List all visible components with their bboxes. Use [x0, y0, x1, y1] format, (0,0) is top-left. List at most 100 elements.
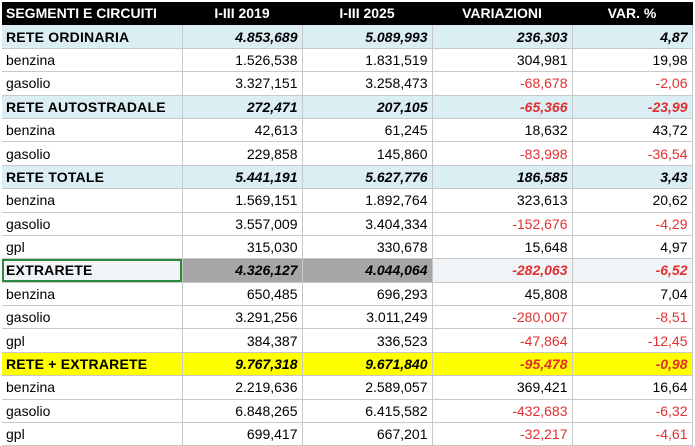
row-label: RETE AUTOSTRADALE	[2, 95, 183, 119]
value-var-pct: -23,99	[572, 95, 693, 119]
value-2025: 3.404,334	[302, 212, 433, 236]
value-variation: -32,217	[432, 422, 573, 446]
value-variation: -152,676	[432, 212, 573, 236]
value-variation: -282,063	[432, 258, 573, 283]
value-2025: 61,245	[302, 118, 433, 143]
value-2025: 145,860	[302, 141, 433, 166]
row-label: gasolio	[2, 71, 183, 96]
value-2025: 6.415,582	[302, 399, 433, 424]
row-label: benzina	[2, 118, 183, 143]
row-label: gasolio	[2, 399, 183, 424]
table-row: gpl 384,387 336,523 -47,864 -12,45	[2, 328, 693, 353]
row-label: gasolio	[2, 212, 183, 236]
table-row: gasolio 3.291,256 3.011,249 -280,007 -8,51	[2, 305, 693, 330]
value-2025: 696,293	[302, 282, 433, 307]
value-var-pct: 4,87	[572, 24, 693, 49]
table-row: gasolio 3.327,151 3.258,473 -68,678 -2,06	[2, 71, 693, 96]
section-row: RETE TOTALE 5.441,191 5.627,776 186,585 3,43	[2, 165, 693, 190]
row-label: RETE + EXTRARETE	[2, 352, 183, 377]
value-var-pct: 20,62	[572, 188, 693, 213]
value-variation: 323,613	[432, 188, 573, 213]
row-label: benzina	[2, 188, 183, 213]
row-label: benzina	[2, 48, 183, 73]
value-var-pct: -4,61	[572, 422, 693, 446]
table-row: benzina 1.569,151 1.892,764 323,613 20,62	[2, 188, 693, 213]
value-2019: 3.291,256	[182, 305, 303, 330]
value-2025: 207,105	[302, 95, 433, 119]
value-var-pct: -6,52	[572, 258, 693, 283]
value-variation: 369,421	[432, 375, 573, 400]
value-2025: 4.044,064	[302, 258, 433, 283]
column-header-var-pct: VAR. %	[572, 2, 693, 26]
value-2025: 3.258,473	[302, 71, 433, 96]
table-row: benzina 42,613 61,245 18,632 43,72	[2, 118, 693, 143]
value-2019: 9.767,318	[182, 352, 303, 377]
section-row: RETE AUTOSTRADALE 272,471 207,105 -65,366 -2…	[2, 95, 693, 119]
value-2019: 3.327,151	[182, 71, 303, 96]
table-row: gasolio 6.848,265 6.415,582 -432,683 -6,32	[2, 399, 693, 424]
value-2025: 5.627,776	[302, 165, 433, 190]
value-var-pct: 43,72	[572, 118, 693, 143]
value-2019: 650,485	[182, 282, 303, 307]
row-label: gpl	[2, 328, 183, 353]
value-variation: 18,632	[432, 118, 573, 143]
value-2025: 667,201	[302, 422, 433, 446]
row-label: gasolio	[2, 305, 183, 330]
value-2019: 384,387	[182, 328, 303, 353]
table-row: benzina 1.526,538 1.831,519 304,981 19,98	[2, 48, 693, 73]
value-2019: 42,613	[182, 118, 303, 143]
value-2019: 4.326,127	[182, 258, 303, 283]
value-2019: 1.526,538	[182, 48, 303, 73]
value-variation: 15,648	[432, 235, 573, 260]
section-row: RETE ORDINARIA 4.853,689 5.089,993 236,303 4…	[2, 24, 693, 49]
value-2025: 3.011,249	[302, 305, 433, 330]
row-label: gpl	[2, 235, 183, 260]
section-row: RETE + EXTRARETE 9.767,318 9.671,840 -95,47…	[2, 352, 693, 377]
column-header-variations: VARIAZIONI	[432, 2, 573, 26]
value-2025: 2.589,057	[302, 375, 433, 400]
value-var-pct: -8,51	[572, 305, 693, 330]
column-header-segment: SEGMENTI E CIRCUITI	[2, 2, 183, 26]
value-variation: -47,864	[432, 328, 573, 353]
value-var-pct: 3,43	[572, 165, 693, 190]
column-header-2019: I-III 2019	[182, 2, 303, 26]
value-var-pct: 16,64	[572, 375, 693, 400]
value-var-pct: -0,98	[572, 352, 693, 377]
value-2019: 1.569,151	[182, 188, 303, 213]
value-2019: 2.219,636	[182, 375, 303, 400]
section-row: EXTRARETE 4.326,127 4.044,064 -282,063 -6,52	[2, 258, 693, 283]
row-label: RETE TOTALE	[2, 165, 183, 190]
value-var-pct: -2,06	[572, 71, 693, 96]
table-body: RETE ORDINARIA 4.853,689 5.089,993 236,303 4…	[2, 24, 693, 446]
value-2025: 1.892,764	[302, 188, 433, 213]
row-label: benzina	[2, 282, 183, 307]
table-row: benzina 650,485 696,293 45,808 7,04	[2, 282, 693, 307]
value-2019: 5.441,191	[182, 165, 303, 190]
row-label: EXTRARETE	[2, 258, 183, 283]
value-var-pct: -36,54	[572, 141, 693, 166]
value-2019: 3.557,009	[182, 212, 303, 236]
column-header-2025: I-III 2025	[302, 2, 433, 26]
value-2025: 330,678	[302, 235, 433, 260]
value-2025: 336,523	[302, 328, 433, 353]
value-variation: -68,678	[432, 71, 573, 96]
value-variation: 304,981	[432, 48, 573, 73]
value-2019: 699,417	[182, 422, 303, 446]
value-var-pct: 19,98	[572, 48, 693, 73]
value-2019: 4.853,689	[182, 24, 303, 49]
table-row: gasolio 3.557,009 3.404,334 -152,676 -4,29	[2, 212, 693, 236]
value-2019: 315,030	[182, 235, 303, 260]
value-variation: -95,478	[432, 352, 573, 377]
value-2019: 272,471	[182, 95, 303, 119]
header-row: SEGMENTI E CIRCUITI I-III 2019 I-III 202…	[2, 2, 693, 26]
row-label: gpl	[2, 422, 183, 446]
row-label: benzina	[2, 375, 183, 400]
value-2019: 6.848,265	[182, 399, 303, 424]
table-row: gpl 699,417 667,201 -32,217 -4,61	[2, 422, 693, 446]
table-row: gasolio 229,858 145,860 -83,998 -36,54	[2, 141, 693, 166]
row-label: RETE ORDINARIA	[2, 24, 183, 49]
value-var-pct: 7,04	[572, 282, 693, 307]
value-2025: 5.089,993	[302, 24, 433, 49]
value-var-pct: -12,45	[572, 328, 693, 353]
value-2019: 229,858	[182, 141, 303, 166]
